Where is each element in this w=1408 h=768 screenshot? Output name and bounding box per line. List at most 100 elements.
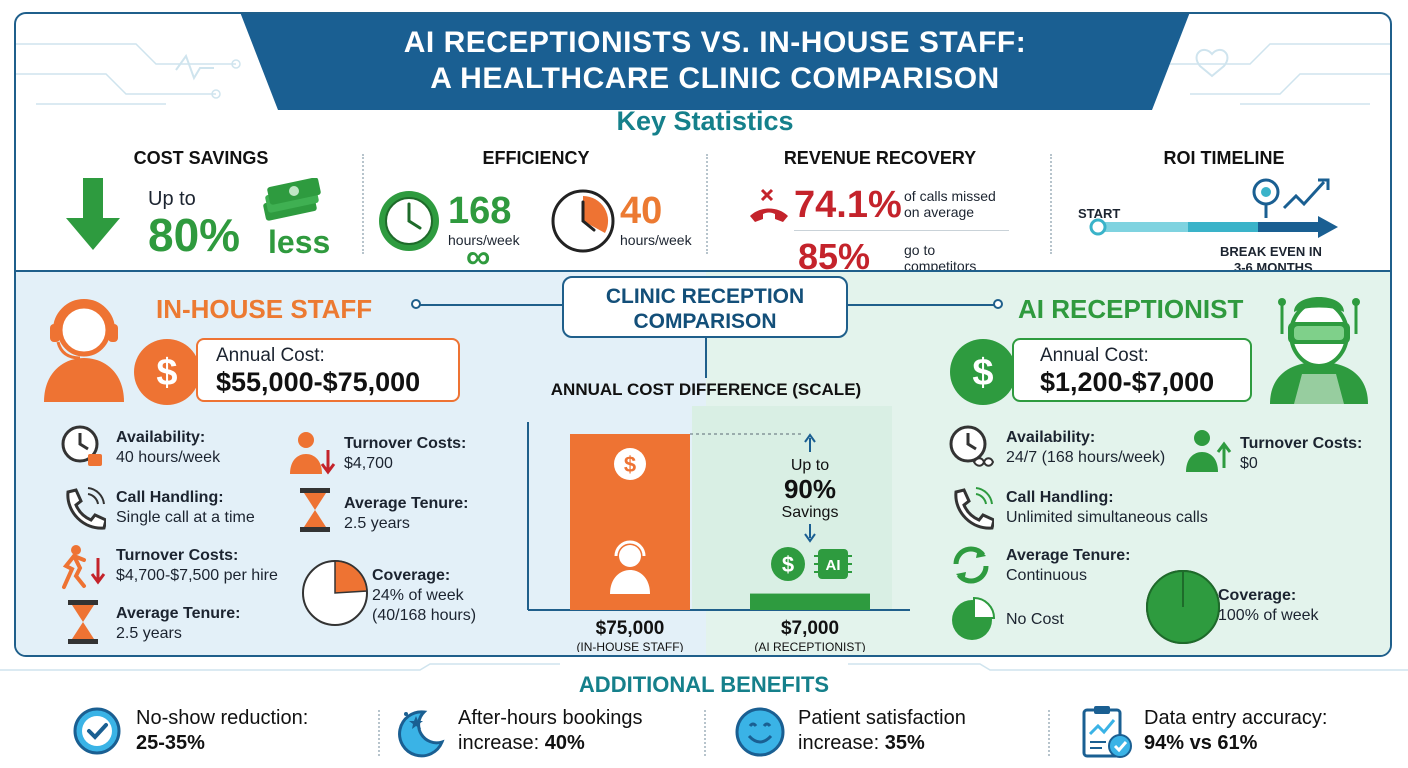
in-house-tenure2-value: 2.5 years xyxy=(344,515,410,532)
savings-suffix: Savings xyxy=(782,504,839,521)
ai-turnover-label: Turnover Costs: xyxy=(1240,435,1363,452)
person-down-icon xyxy=(290,432,336,475)
title-line-2: A HEALTHCARE CLINIC COMPARISON xyxy=(430,62,1000,95)
ai-availability: Availability: 24/7 (168 hours/week) xyxy=(1006,428,1165,468)
bar-dollar-icon xyxy=(614,448,646,480)
ai-coverage-value: 100% of week xyxy=(1218,607,1319,624)
bar-receptionist-body xyxy=(610,570,650,594)
roi-start-label: START xyxy=(1078,206,1121,221)
stat-divider xyxy=(706,154,708,254)
benefit-after-hours: After-hours bookings increase: 40% xyxy=(394,704,694,760)
ai-call-label: Call Handling: xyxy=(1006,489,1114,506)
roi-break-even: BREAK EVEN IN xyxy=(1220,244,1322,259)
stat-efficiency: EFFICIENCY 168 hours/week ∞ 40 hours/wee… xyxy=(368,144,704,276)
no-cost-pie-icon xyxy=(952,596,996,640)
in-house-tenure-label: Average Tenure: xyxy=(116,605,241,622)
staff-hours-value: 40 xyxy=(620,190,663,232)
benefit-after-hours-value: 40% xyxy=(544,732,585,754)
in-house-tenure-2: Average Tenure: 2.5 years xyxy=(344,494,468,534)
ai-availability-value: 24/7 (168 hours/week) xyxy=(1006,449,1166,466)
ai-no-cost: No Cost xyxy=(1006,611,1064,628)
circuit-decoration-right xyxy=(1170,43,1390,105)
bar-ai xyxy=(750,593,870,610)
in-house-cost-value: $55,000-$75,000 xyxy=(216,367,421,397)
ai-cost-value: $1,200-$7,000 xyxy=(1040,367,1215,397)
phone-icon xyxy=(66,487,106,530)
in-house-coverage-pie xyxy=(302,560,368,626)
green-dollar-icon: $ xyxy=(950,339,1016,405)
in-house-turnover-label: Turnover Costs: xyxy=(116,547,239,564)
ai-hours-value: 168 xyxy=(448,190,512,232)
orange-clock-icon xyxy=(551,189,615,253)
in-house-coverage-value-1: 24% of week xyxy=(372,587,464,604)
benefit-after-hours-text: After-hours bookings increase: 40% xyxy=(458,706,643,756)
cost-savings-prefix: Up to xyxy=(148,188,196,210)
refresh-cycle-icon xyxy=(953,546,989,584)
circuit-decoration-left xyxy=(16,43,241,105)
ai-availability-label: Availability: xyxy=(1006,429,1096,446)
in-house-turnover-value: $4,700-$7,500 per hire xyxy=(116,567,278,584)
hourglass-icon xyxy=(300,488,330,532)
benefit-after-hours-label: After-hours bookings xyxy=(458,707,643,729)
chart-title: ANNUAL COST DIFFERENCE (SCALE) xyxy=(550,380,862,399)
benefit-satisfaction-value: 35% xyxy=(884,732,925,754)
bar-receptionist-headset xyxy=(614,540,646,557)
benefit-satisfaction: Patient satisfaction increase: 35% xyxy=(734,704,1034,760)
ai-title: AI RECEPTIONIST xyxy=(1018,294,1244,324)
in-house-coverage-slice xyxy=(334,560,368,594)
in-house-availability-value: 40 hours/week xyxy=(116,449,221,466)
clipboard-chart-icon xyxy=(1082,706,1132,758)
benefit-data-entry-text: Data entry accuracy: 94% vs 61% xyxy=(1144,706,1327,756)
in-house-turnover2-label: Turnover Costs: xyxy=(344,435,467,452)
ai-bar-dollar-glyph: $ xyxy=(782,552,794,577)
check-circle-icon xyxy=(73,707,121,755)
benefit-data-entry: Data entry accuracy: 94% vs 61% xyxy=(1080,704,1380,760)
comparison-divider xyxy=(16,270,1390,272)
savings-prefix: Up to xyxy=(791,457,829,474)
stat-revenue-recovery: REVENUE RECOVERY 74.1% of calls missed o… xyxy=(712,144,1048,277)
ai-tenure-label: Average Tenure: xyxy=(1006,547,1131,564)
missed-calls-value: 74.1% xyxy=(794,184,902,226)
running-person-icon xyxy=(62,545,106,589)
ai-tenure: Average Tenure: Continuous xyxy=(1006,546,1130,586)
person-up-icon xyxy=(1186,430,1232,472)
in-house-cost-label: Annual Cost: xyxy=(216,345,325,366)
ai-cost-card: Annual Cost: $1,200-$7,000 xyxy=(1012,338,1252,402)
benefit-no-show-label: No-show reduction: xyxy=(136,707,309,729)
annual-cost-chart: $75,000(IN-HOUSE STAFF) $7,000(AI RECEPTI… xyxy=(527,406,910,652)
smile-face-icon xyxy=(735,707,785,757)
ai-call-value: Unlimited simultaneous calls xyxy=(1006,509,1208,526)
benefit-satisfaction-prefix: increase: xyxy=(798,732,885,754)
bar-category-label-staff: (IN-HOUSE STAFF) xyxy=(576,640,683,652)
in-house-title: IN-HOUSE STAFF xyxy=(156,294,373,324)
ai-tenure-value: Continuous xyxy=(1006,567,1087,584)
receptionist-headset-icon xyxy=(44,299,124,402)
stat-cost-savings: COST SAVINGS Up to 80% less xyxy=(36,144,366,264)
savings-value: 90% xyxy=(784,474,836,504)
benefit-after-hours-prefix: increase: xyxy=(458,732,545,754)
ai-turnover-value: $0 xyxy=(1240,455,1258,472)
bar-value-label-ai: $7,000 xyxy=(781,618,839,639)
in-house-turnover-2: Turnover Costs: $4,700 xyxy=(344,434,466,474)
roi-timeline-heading: ROI TIMELINE xyxy=(1163,148,1285,168)
in-house-coverage-value-2: (40/168 hours) xyxy=(372,607,477,624)
benefit-no-show-text: No-show reduction: 25-35% xyxy=(136,706,308,756)
comparison-heading-1: CLINIC RECEPTION xyxy=(605,285,805,308)
benefit-no-show: No-show reduction: 25-35% xyxy=(72,704,372,760)
bar-receptionist-icon xyxy=(619,545,641,567)
ai-coverage: Coverage: 100% of week xyxy=(1218,586,1319,626)
staff-hours-unit: hours/week xyxy=(620,232,692,248)
additional-benefits-heading: ADDITIONAL BENEFITS xyxy=(578,672,830,697)
benefit-divider xyxy=(378,710,380,756)
ai-chip-core xyxy=(821,552,845,576)
infinity-symbol: ∞ xyxy=(466,238,491,276)
missed-call-icon xyxy=(750,188,788,222)
missed-calls-label: of calls missed on average xyxy=(904,188,996,220)
ai-turnover: Turnover Costs: $0 xyxy=(1240,434,1362,474)
key-statistics-heading: Key Statistics xyxy=(616,106,794,136)
in-house-tenure2-label: Average Tenure: xyxy=(344,495,469,512)
efficiency-heading: EFFICIENCY xyxy=(482,148,590,168)
clock-infinity-icon xyxy=(949,425,994,467)
phone-icon xyxy=(954,487,994,530)
title-banner: AI RECEPTIONISTS VS. IN-HOUSE STAFF: A H… xyxy=(240,14,1190,110)
